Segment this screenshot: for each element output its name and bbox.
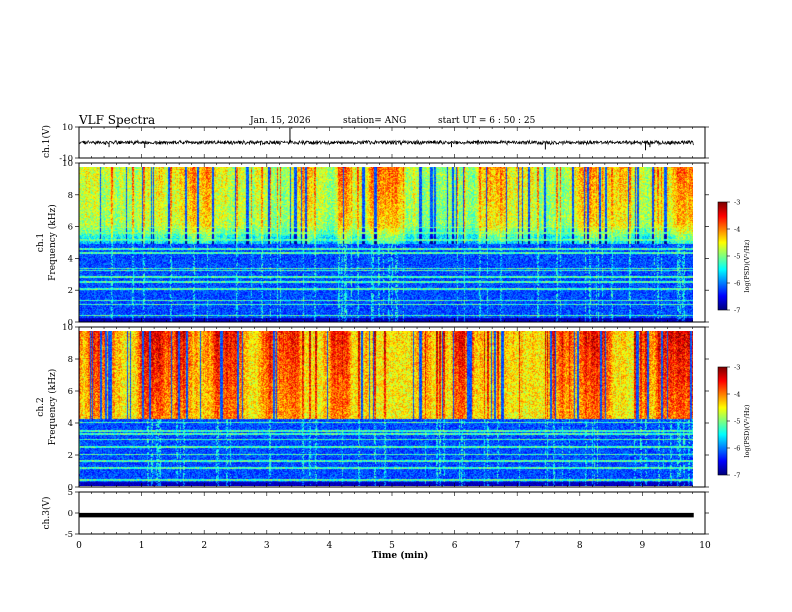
start-time-label: start UT = 6 : 50 : 25 [438, 116, 536, 126]
station-label: station= ANG [343, 116, 406, 126]
colorbar-tick-label: -5 [734, 418, 740, 426]
ch2-colorbar: -3 -4 -5 -6 -7 log(PSD)(V²/Hz) [717, 364, 751, 480]
ch1-spectrogram-panel: 0 2 4 6 8 10 ch.1 Frequency (kHz) [36, 159, 709, 328]
ch1-colorbar: -3 -4 -5 -6 -7 log(PSD)(V²/Hz) [717, 199, 751, 315]
x-tick-label: 2 [201, 541, 207, 551]
ch1-spectrogram-image [79, 167, 693, 322]
figure-title: VLF Spectra [78, 113, 155, 127]
y-tick-label: 8 [68, 355, 73, 365]
y-axis-label: Frequency (kHz) [47, 369, 58, 446]
x-tick-label: 7 [514, 541, 520, 551]
x-tick-label: 0 [76, 541, 82, 551]
colorbar-label: log(PSD)(V²/Hz) [743, 239, 751, 292]
colorbar-tick-label: -6 [734, 280, 740, 288]
ch1-waveform-panel: 10 -10 ch.1(V) [41, 123, 709, 164]
y-axis-label: Frequency (kHz) [47, 204, 58, 281]
x-axis-label: Time (min) [372, 550, 429, 561]
ch3-waveform-panel: 5 0 -5 ch.3(V) [41, 488, 709, 540]
y-tick-label: 5 [68, 488, 73, 498]
y-tick-label: 10 [62, 123, 73, 133]
y-tick-label: 4 [68, 254, 73, 264]
y-axis-label: ch.1 [36, 233, 46, 252]
colorbar-tick-label: -7 [734, 472, 740, 480]
x-tick-label: 1 [139, 541, 145, 551]
ch2-spectrogram-panel: 0 2 4 6 8 10 ch.2 Frequency (kHz) [36, 323, 709, 493]
colorbar-tick-label: -4 [734, 226, 740, 234]
colorbar-tick-label: -4 [734, 391, 740, 399]
colorbar-tick-label: -7 [734, 307, 740, 315]
y-tick-label: 6 [68, 387, 73, 397]
x-tick-label: 5 [389, 541, 395, 551]
ch2-spectrogram-image [79, 331, 693, 486]
y-tick-label: 10 [62, 323, 73, 333]
y-tick-label: 2 [68, 451, 73, 461]
x-tick-label: 9 [640, 541, 646, 551]
date-label: Jan. 15, 2026 [249, 116, 311, 126]
y-tick-label: -10 [59, 154, 73, 164]
y-axis-label: ch.2 [36, 397, 46, 416]
ch1-colorbar-gradient [718, 202, 727, 310]
colorbar-tick-label: -6 [734, 445, 740, 453]
y-tick-label: -5 [65, 530, 73, 540]
x-tick-label: 6 [452, 541, 458, 551]
y-tick-label: 2 [68, 286, 73, 296]
colorbar-tick-label: -3 [734, 199, 740, 207]
x-tick-label: 10 [699, 541, 711, 551]
colorbar-tick-label: -3 [734, 364, 740, 372]
y-tick-label: 0 [68, 509, 73, 519]
y-tick-label: 4 [68, 419, 73, 429]
y-axis-label: ch.3(V) [41, 497, 52, 530]
colorbar-label: log(PSD)(V²/Hz) [743, 404, 751, 457]
y-tick-label: 0 [68, 483, 73, 493]
y-tick-label: 0 [68, 318, 73, 328]
y-tick-label: 8 [68, 191, 73, 201]
ch2-colorbar-gradient [718, 367, 727, 475]
y-tick-label: 6 [68, 223, 73, 233]
time-axis: 0 1 2 3 4 5 6 7 8 9 10 [76, 541, 711, 551]
x-tick-label: 4 [327, 541, 333, 551]
x-tick-label: 3 [264, 541, 270, 551]
colorbar-tick-label: -5 [734, 253, 740, 261]
y-axis-label: ch.1(V) [41, 125, 52, 158]
ch1-trace [78, 139, 694, 146]
x-tick-label: 8 [577, 541, 583, 551]
y-tick-label: 10 [62, 159, 73, 169]
